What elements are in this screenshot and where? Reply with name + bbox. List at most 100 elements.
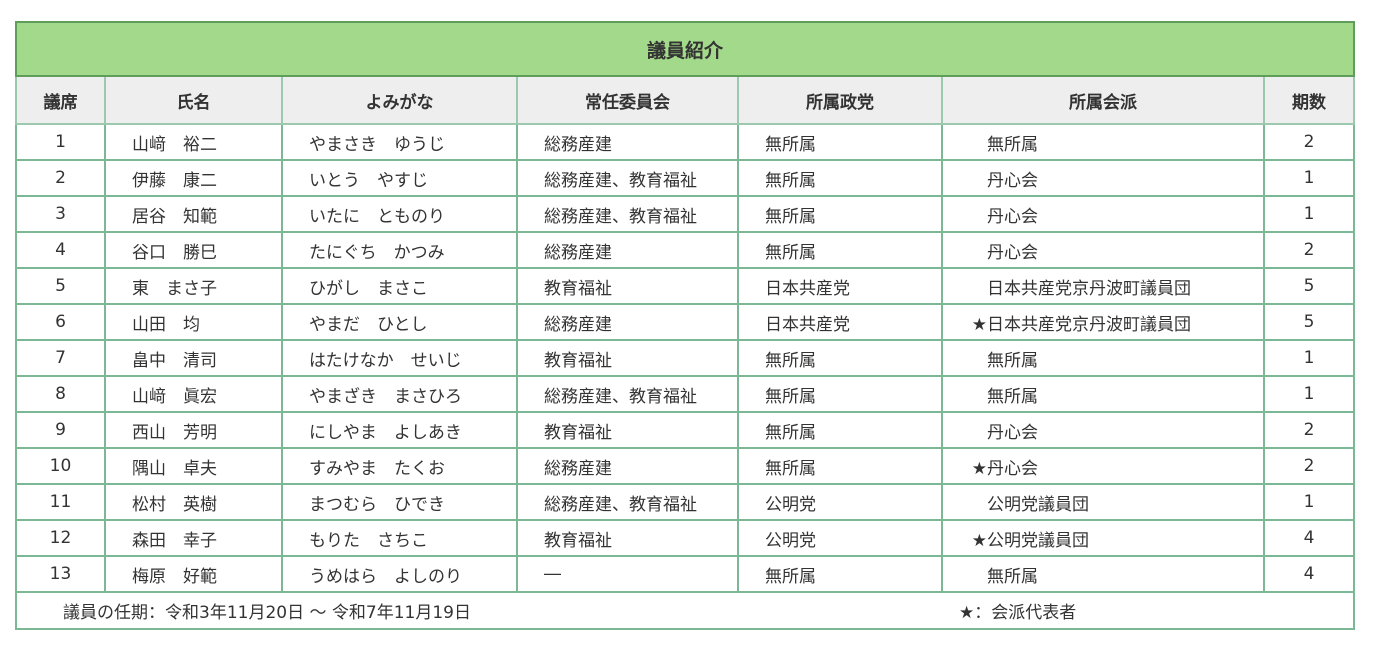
table-row: 8 山﨑 眞宏 やまざき まさひろ 総務産建、教育福祉 無所属 無所属 1 [15,375,1356,413]
name-cell: 隅山 卓夫 [104,447,283,485]
faction-name: 丹心会 [987,422,1038,443]
table-row: 2 伊藤 康二 いとう やすじ 総務産建、教育福祉 無所属 丹心会 1 [15,159,1356,197]
faction-name: 丹心会 [987,458,1038,479]
name-cell: 山﨑 眞宏 [104,375,283,413]
name-cell: 山﨑 裕二 [104,123,283,161]
terms-cell: 1 [1262,195,1356,233]
faction-name: 日本共産党京丹波町議員団 [987,278,1191,299]
seat-cell: 4 [15,231,106,269]
table-row: 9 西山 芳明 にしやま よしあき 教育福祉 無所属 丹心会 2 [15,411,1356,449]
header-faction: 所属会派 [941,75,1265,125]
committee-cell: 総務産建、教育福祉 [516,159,739,197]
kana-cell: もりた さちこ [281,519,518,557]
faction-name: 無所属 [987,386,1038,407]
name-cell: 伊藤 康二 [104,159,283,197]
party-cell: 公明党 [737,519,943,557]
faction-cell: 丹心会 [941,195,1265,233]
committee-cell: 教育福祉 [516,267,739,305]
council-members-table: 議員紹介 議席 氏名 よみがな 常任委員会 所属政党 所属会派 期数 1 山﨑 裕… [14,21,1356,630]
seat-cell: 13 [15,555,106,593]
seat-cell: 1 [15,123,106,161]
party-cell: 日本共産党 [737,303,943,341]
name-cell: 松村 英樹 [104,483,283,521]
faction-cell: 丹心会 [941,231,1265,269]
faction-name: 丹心会 [987,242,1038,263]
header-committee: 常任委員会 [516,75,739,125]
header-kana: よみがな [281,75,518,125]
table-row: 10 隅山 卓夫 すみやま たくお 総務産建 無所属 ★丹心会 2 [15,447,1356,485]
seat-cell: 12 [15,519,106,557]
terms-cell: 5 [1262,267,1356,305]
star-legend: ★：会派代表者 [959,603,1077,623]
terms-cell: 2 [1262,231,1356,269]
table-footer: 議員の任期：令和3年11月20日 ～ 令和7年11月19日 ★：会派代表者 [14,591,1356,630]
committee-cell: 総務産建 [516,231,739,269]
table-row: 4 谷口 勝巳 たにぐち かつみ 総務産建 無所属 丹心会 2 [15,231,1356,269]
seat-cell: 11 [15,483,106,521]
faction-name: 日本共産党京丹波町議員団 [987,314,1191,335]
faction-name: 無所属 [987,134,1038,155]
kana-cell: ひがし まさこ [281,267,518,305]
terms-cell: 1 [1262,483,1356,521]
kana-cell: いとう やすじ [281,159,518,197]
seat-cell: 7 [15,339,106,377]
table-row: 13 梅原 好範 うめはら よしのり ― 無所属 無所属 4 [15,555,1356,593]
faction-name: 丹心会 [987,170,1038,191]
committee-cell: 総務産建 [516,303,739,341]
faction-cell: 丹心会 [941,411,1265,449]
terms-cell: 2 [1262,411,1356,449]
table-row: 7 畠中 清司 はたけなか せいじ 教育福祉 無所属 無所属 1 [15,339,1356,377]
faction-name: 無所属 [987,566,1038,587]
table-row: 3 居谷 知範 いたに とものり 総務産建、教育福祉 無所属 丹心会 1 [15,195,1356,233]
terms-cell: 2 [1262,447,1356,485]
party-cell: 無所属 [737,375,943,413]
seat-cell: 3 [15,195,106,233]
faction-name: 公明党議員団 [987,530,1089,551]
party-cell: 無所属 [737,195,943,233]
header-terms: 期数 [1262,75,1356,125]
kana-cell: うめはら よしのり [281,555,518,593]
committee-cell: ― [516,555,739,593]
faction-name: 丹心会 [987,206,1038,227]
faction-cell: ★日本共産党京丹波町議員団 [941,303,1265,341]
party-cell: 無所属 [737,555,943,593]
representative-star-icon: ★ [971,314,987,335]
table-row: 1 山﨑 裕二 やまさき ゆうじ 総務産建 無所属 無所属 2 [15,123,1356,161]
name-cell: 畠中 清司 [104,339,283,377]
terms-cell: 4 [1262,519,1356,557]
kana-cell: やまだ ひとし [281,303,518,341]
terms-cell: 5 [1262,303,1356,341]
party-cell: 無所属 [737,159,943,197]
kana-cell: にしやま よしあき [281,411,518,449]
committee-cell: 教育福祉 [516,411,739,449]
committee-cell: 総務産建、教育福祉 [516,195,739,233]
table-row: 6 山田 均やまだ ひとし 総務産建 日本共産党 ★日本共産党京丹波町議員団 5 [15,303,1356,341]
table-row: 11 松村 英樹 まつむら ひでき 総務産建、教育福祉 公明党 公明党議員団 1 [15,483,1356,521]
kana-cell: いたに とものり [281,195,518,233]
faction-cell: 無所属 [941,555,1265,593]
seat-cell: 5 [15,267,106,305]
faction-cell: 無所属 [941,375,1265,413]
faction-cell: 無所属 [941,123,1265,161]
kana-cell: やまざき まさひろ [281,375,518,413]
committee-cell: 教育福祉 [516,339,739,377]
name-cell: 東 まさ子 [104,267,283,305]
committee-cell: 総務産建、教育福祉 [516,483,739,521]
faction-cell: ★公明党議員団 [941,519,1265,557]
header-party: 所属政党 [737,75,943,125]
seat-cell: 10 [15,447,106,485]
party-cell: 無所属 [737,123,943,161]
name-cell: 山田 均 [104,303,283,341]
header-seat: 議席 [15,75,106,125]
name-cell: 森田 幸子 [104,519,283,557]
terms-cell: 1 [1262,339,1356,377]
faction-cell: 公明党議員団 [941,483,1265,521]
seat-cell: 2 [15,159,106,197]
representative-star-icon: ★ [971,530,987,551]
name-cell: 梅原 好範 [104,555,283,593]
committee-cell: 総務産建 [516,447,739,485]
kana-cell: はたけなか せいじ [281,339,518,377]
term-of-office: 議員の任期：令和3年11月20日 ～ 令和7年11月19日 [63,603,471,623]
party-cell: 無所属 [737,447,943,485]
kana-cell: すみやま たくお [281,447,518,485]
